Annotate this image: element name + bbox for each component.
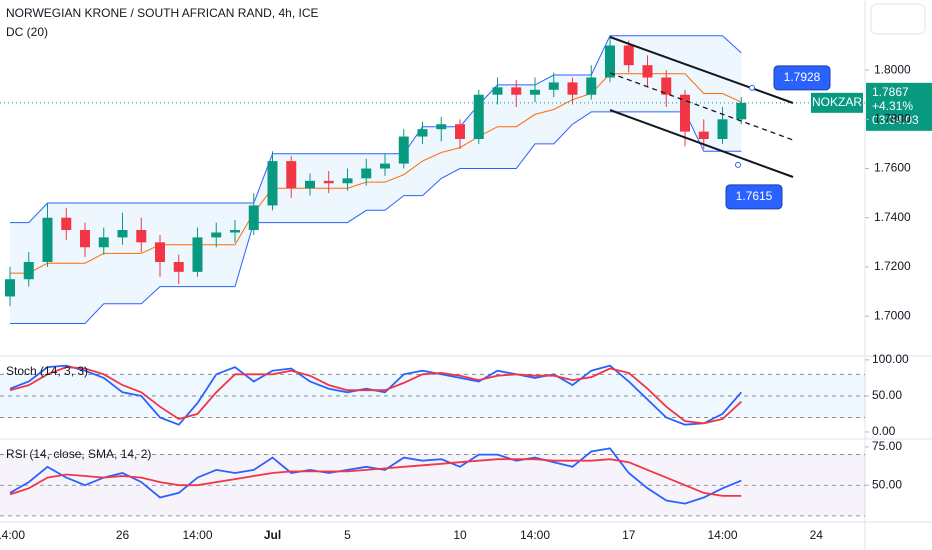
y-tick-label: 1.7200 [874, 259, 911, 273]
candle-body [305, 180, 315, 189]
indicator-line [10, 111, 742, 324]
candle-body [5, 279, 15, 297]
candle-body [173, 262, 184, 272]
x-tick-label: 5 [344, 528, 351, 542]
candle-body [530, 89, 540, 95]
candle-body [717, 119, 728, 139]
x-tick-label: Jul [264, 528, 281, 542]
candle-body [417, 129, 428, 137]
candle-body [323, 180, 334, 184]
candle-body [380, 163, 390, 169]
candle-body [492, 87, 503, 95]
candle-body [230, 230, 240, 233]
indicator-line [9, 366, 742, 425]
candle-body [567, 82, 578, 95]
candle-body [586, 77, 597, 95]
candle-body [511, 87, 522, 95]
x-tick-label: 14:00 [182, 528, 212, 542]
candle-body [698, 131, 709, 139]
y-tick-label: 1.7600 [874, 161, 911, 175]
candle-body [605, 45, 615, 78]
y-tick-label: 1.7400 [874, 210, 911, 224]
annotation-box [773, 65, 831, 91]
symbol-box [811, 92, 863, 113]
candle-body [436, 124, 447, 130]
candle-body [455, 124, 465, 139]
plot-layer [0, 35, 865, 517]
candle-body [136, 230, 147, 243]
annotation-label: 1.7615 [736, 189, 773, 203]
annotation-label: 1.7928 [784, 70, 821, 84]
indicator-label: RSI (14, close, SMA, 14, 2) [6, 447, 151, 461]
y-tick-label: 50.00 [872, 477, 902, 491]
x-tick-label: 14:00 [520, 528, 550, 542]
candle-body [680, 94, 690, 132]
candle-body [642, 65, 653, 78]
candle-body [623, 45, 634, 66]
countdown-label: 03:34:03 [872, 113, 919, 127]
indicator-label: Stoch (14, 3, 3) [6, 364, 88, 378]
settings-button[interactable] [870, 3, 926, 35]
candle-body [398, 136, 409, 164]
candle-body [736, 102, 747, 120]
y-tick-label: 75.00 [872, 439, 902, 453]
candle-body [61, 217, 72, 231]
chart-title: NORWEGIAN KRONE / SOUTH AFRICAN RAND, 4h… [6, 6, 319, 20]
x-tick-label: 14:00 [0, 528, 25, 542]
candle-body [98, 237, 109, 248]
indicator-line [10, 73, 742, 274]
x-tick-label: 24 [810, 528, 824, 542]
indicator-line [9, 458, 742, 497]
candle-body [80, 230, 90, 248]
y-tick-label: 50.00 [872, 388, 902, 402]
candle-body [117, 230, 128, 238]
channel-upper [609, 36, 794, 104]
channel-lower [609, 109, 794, 178]
y-tick-label: 1.8000 [874, 62, 911, 76]
y-tick-label: 1.7800 [874, 111, 911, 125]
candle-body [361, 168, 372, 179]
channel-mid [609, 72, 794, 141]
price-box [866, 82, 932, 131]
candle-body [192, 237, 203, 272]
candle-body [42, 217, 53, 263]
y-tick-label: 0.00 [872, 424, 896, 438]
candle-body [248, 205, 259, 231]
candle-body [286, 161, 297, 189]
x-tick-label: 26 [116, 528, 130, 542]
change-label: +4.31% [872, 99, 913, 113]
indicator-line [10, 35, 742, 224]
annotation-box [725, 184, 783, 210]
candle-body [23, 262, 34, 280]
candle-body [267, 161, 278, 206]
last-price-label: 1.7867 [872, 85, 909, 99]
candle-body [342, 178, 353, 184]
candle-body [155, 242, 165, 263]
x-tick-label: 17 [622, 528, 636, 542]
y-tick-label: 1.7000 [874, 308, 911, 322]
candle-body [661, 77, 672, 95]
candle-body [548, 82, 559, 90]
annotation-point [749, 84, 755, 91]
x-tick-label: 10 [453, 528, 467, 542]
candle-body [211, 232, 222, 238]
symbol-label: NOKZAR [812, 95, 862, 109]
candle-body [473, 94, 484, 139]
indicator-label: DC (20) [6, 25, 48, 39]
annotation-point [735, 161, 741, 168]
x-tick-label: 14:00 [707, 528, 737, 542]
y-tick-label: 100.00 [872, 352, 909, 366]
